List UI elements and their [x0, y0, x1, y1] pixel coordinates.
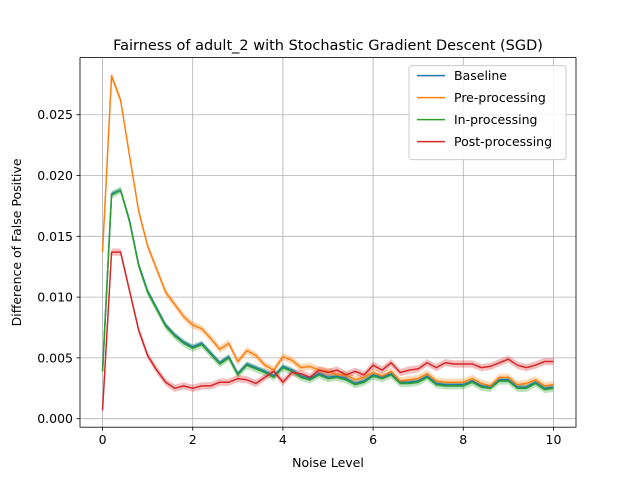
x-tick-label: 6: [369, 432, 377, 447]
y-tick-label: 0.020: [37, 168, 73, 183]
legend-label: Post-processing: [454, 134, 552, 149]
series-line-pre-processing: [101, 75, 554, 387]
series-lines: [101, 75, 554, 411]
legend-label: In-processing: [454, 112, 537, 127]
y-tick-label: 0.010: [37, 290, 73, 305]
legend-box: [408, 65, 567, 161]
series-line-in-processing: [101, 189, 554, 391]
x-tick-label: 2: [189, 432, 197, 447]
legend-label: Pre-processing: [454, 90, 546, 105]
x-tick-label: 0: [99, 432, 107, 447]
plot-frame: [79, 57, 577, 428]
y-axis-ticks: 0.000 0.005 0.010 0.015 0.020 0.025: [37, 107, 80, 426]
series-line-post-processing: [101, 251, 554, 411]
series-line-baseline: [101, 189, 554, 390]
chart-title: Fairness of adult_2 with Stochastic Grad…: [113, 38, 543, 54]
y-tick-label: 0.015: [37, 229, 73, 244]
y-tick-label: 0.025: [37, 107, 73, 122]
legend: Baseline Pre-processing In-processing Post-…: [408, 65, 567, 161]
x-tick-label: 10: [546, 432, 562, 447]
x-tick-label: 4: [279, 432, 287, 447]
y-tick-label: 0.005: [37, 350, 73, 365]
x-tick-label: 8: [459, 432, 467, 447]
legend-label: Baseline: [454, 68, 507, 83]
y-tick-label: 0.000: [37, 411, 73, 426]
x-axis-label: Noise Level: [292, 455, 364, 470]
x-axis-ticks: 0 2 4 6 8 10: [99, 427, 562, 447]
y-axis-label: Difference of False Positive: [9, 158, 24, 326]
